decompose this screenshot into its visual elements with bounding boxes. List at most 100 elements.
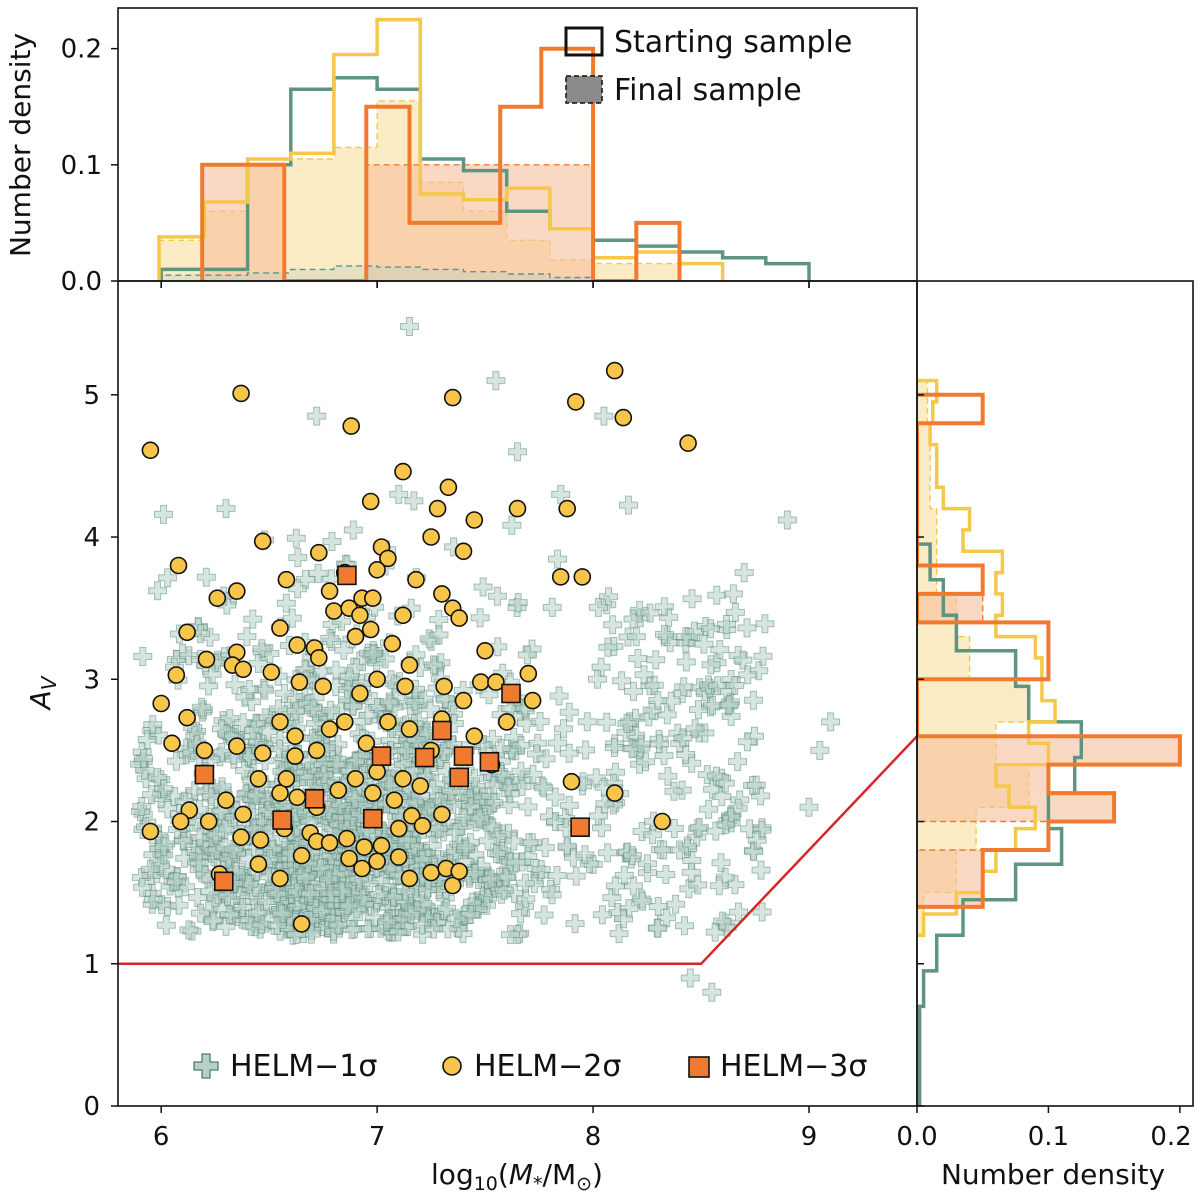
av-hist-bar [917, 508, 937, 552]
helm2-point [141, 822, 160, 841]
helm3-point [414, 747, 435, 768]
helm2-point [171, 812, 190, 831]
helm2-point [234, 660, 252, 679]
helm1-point [523, 764, 543, 784]
helm2-point [320, 720, 339, 738]
xlabel-msun: /M [543, 1158, 577, 1191]
helm2-point [335, 713, 354, 731]
helm1-point [709, 876, 729, 896]
helm1-point [321, 883, 341, 903]
helm2-point [443, 388, 462, 407]
y-tick-label: 1 [83, 950, 100, 980]
helm2-point [357, 734, 376, 753]
helm2-point [471, 673, 490, 691]
helm3-point [362, 808, 383, 829]
helm2-point [271, 784, 289, 802]
helm2-point [178, 623, 196, 642]
av-hist-bar [917, 764, 1049, 793]
helm1-point [588, 597, 608, 617]
right-x-tick-label: 0.1 [1028, 1122, 1069, 1152]
helm2-point [253, 532, 272, 551]
legend-starting-swatch [564, 26, 604, 57]
x-tick-label: 7 [369, 1122, 386, 1152]
helm2-point [411, 777, 430, 795]
helm1-point [701, 655, 721, 675]
helm1-point [465, 864, 485, 883]
helm1-point [624, 681, 643, 701]
helm1-point [566, 866, 586, 886]
helm2-point [277, 769, 296, 788]
helm2-point [363, 784, 382, 802]
helm1-point [737, 732, 757, 752]
helm1-point [643, 825, 663, 845]
av-hist-bar [917, 593, 983, 623]
helm1-point [446, 909, 466, 929]
helm2-point [288, 636, 307, 654]
helm1-point [506, 852, 526, 872]
helm1-point [384, 887, 404, 907]
helm1-point [381, 731, 400, 751]
helm1-point [711, 853, 731, 873]
legend-helm1-label: HELM−1σ [230, 1049, 377, 1084]
helm2-point [379, 549, 397, 568]
helm1-point [343, 696, 363, 716]
mass-hist-outline [160, 265, 594, 281]
helm1-point [179, 920, 199, 940]
helm1-point [445, 822, 465, 842]
helm1-point [648, 691, 668, 710]
helm1-point [598, 637, 618, 657]
helm1-point [375, 649, 395, 669]
helm1-point [623, 609, 643, 629]
helm1-point [694, 634, 714, 654]
helm2-point [288, 788, 307, 807]
helm1-point [282, 608, 302, 628]
xlabel-sun: ⊙ [576, 1173, 592, 1195]
helm1-point [799, 797, 819, 817]
helm1-point [576, 740, 596, 760]
helm1-point [154, 837, 174, 857]
helm1-point [429, 625, 449, 645]
helm2-point [433, 805, 451, 824]
helm2-point [372, 836, 391, 855]
helm2-point [422, 863, 440, 882]
helm1-point [307, 406, 327, 426]
av-hist-bar [917, 850, 983, 907]
legend-starting-label: Starting sample [614, 25, 852, 60]
scatter-ylabel: AV [24, 675, 61, 711]
helm1-point [483, 818, 503, 838]
helm1-point [486, 371, 506, 391]
helm1-point [531, 860, 551, 880]
helm1-point [429, 610, 449, 629]
helm2-point [361, 492, 380, 511]
helm1-point [321, 700, 341, 720]
helm1-point [738, 665, 758, 685]
helm2-point [566, 393, 585, 411]
helm2-point [199, 812, 218, 831]
helm1-point [189, 853, 209, 873]
helm3-point [337, 565, 357, 586]
helm1-point [470, 808, 490, 828]
helm2-point [573, 568, 592, 586]
helm1-point [212, 719, 231, 739]
helm1-point [137, 730, 157, 749]
helm1-point [239, 874, 259, 894]
helm1-point [650, 734, 669, 754]
helm2-point [251, 831, 270, 849]
helm1-point [702, 982, 722, 1002]
helm2-point [605, 361, 624, 380]
helm1-point [295, 660, 315, 679]
av-hist-bar [917, 380, 928, 424]
helm1-point [534, 778, 554, 798]
helm1-point [519, 833, 539, 853]
y-tick-label: 5 [83, 381, 100, 411]
helm1-point [154, 504, 173, 524]
helm1-point [619, 495, 638, 515]
mass-hist-bar [161, 275, 205, 281]
mass-hist-bar [377, 267, 421, 281]
helm1-point [185, 725, 205, 745]
helm1-point [380, 775, 400, 795]
helm2-point [551, 568, 570, 586]
helm1-point [296, 569, 315, 589]
helm1-point [466, 812, 486, 832]
helm2-point [340, 849, 358, 868]
